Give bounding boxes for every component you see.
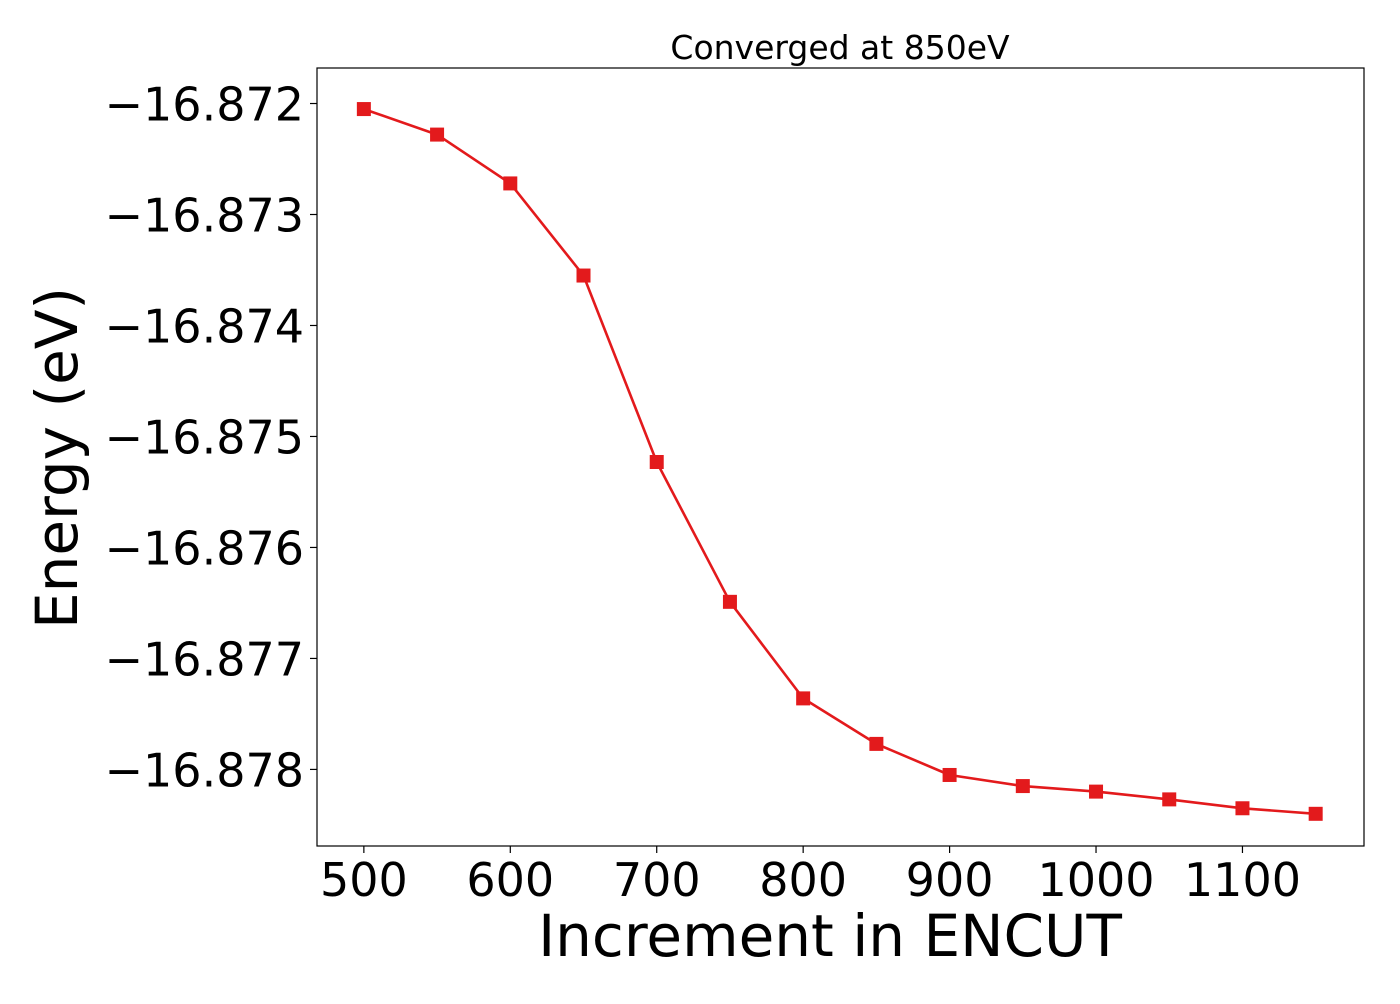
data-point-marker xyxy=(1308,806,1323,821)
data-point-marker xyxy=(1015,779,1030,794)
x-tick-label: 600 xyxy=(466,853,554,907)
plot-area: 500 600 700 800 900 1000 1100 −16.872 −16.873 −16… xyxy=(105,67,1365,907)
y-tick-label: −16.878 xyxy=(105,743,305,797)
data-point-marker xyxy=(722,594,737,609)
y-tick-label: −16.875 xyxy=(105,410,305,464)
plot-frame xyxy=(316,67,1365,847)
x-tick-label: 1100 xyxy=(1184,853,1301,907)
data-point-marker xyxy=(869,736,884,751)
y-axis-label: Energy (eV) xyxy=(23,287,91,629)
data-point-marker xyxy=(1162,792,1177,807)
y-tick-label: −16.873 xyxy=(105,188,305,242)
y-tick-label: −16.876 xyxy=(105,521,305,575)
data-point-marker xyxy=(1089,784,1104,799)
y-tick-label: −16.872 xyxy=(105,78,305,132)
x-axis-label: Increment in ENCUT xyxy=(538,902,1122,970)
data-point-marker xyxy=(796,691,811,706)
y-tick-label: −16.877 xyxy=(105,632,305,686)
data-point-marker xyxy=(430,127,445,142)
data-point-marker xyxy=(1235,801,1250,816)
x-tick-label: 1000 xyxy=(1037,853,1154,907)
data-point-marker xyxy=(649,454,664,469)
data-point-marker xyxy=(503,176,518,191)
series-line xyxy=(363,107,1316,816)
x-tick-label: 900 xyxy=(906,853,994,907)
y-tick-label: −16.874 xyxy=(105,299,305,353)
x-tick-label: 800 xyxy=(759,853,847,907)
data-point-marker xyxy=(576,268,591,283)
x-tick-label: 700 xyxy=(613,853,701,907)
data-point-marker xyxy=(356,102,371,117)
data-point-marker xyxy=(942,767,957,782)
chart-title: Converged at 850eV xyxy=(670,28,1010,67)
x-tick-label: 500 xyxy=(320,853,408,907)
